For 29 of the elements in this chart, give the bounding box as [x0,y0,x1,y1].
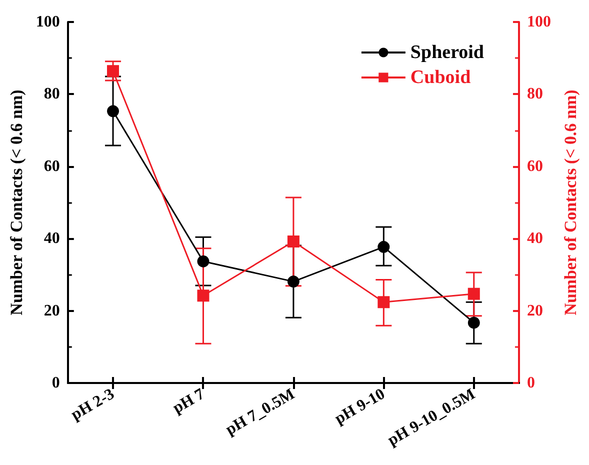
point [287,276,300,288]
y-tick-label: 100 [36,14,60,30]
y-tick-label: 0 [52,374,60,392]
y-tick-label: 40 [44,230,60,248]
point [287,235,300,248]
y-axis-title: Number of Contacts (< 0.6 nm) [7,90,26,316]
y-tick-label: 20 [44,302,60,320]
y2-tick-label: 0 [527,374,535,392]
point [378,296,390,308]
x-tick-label: pH 7 [170,386,208,418]
point [197,290,210,302]
y-tick-label: 60 [44,158,60,175]
point [468,316,480,329]
y2-tick-label: 100 [527,14,551,30]
x-tick-label: pH 2-3 [68,386,118,424]
legend-label: Cuboid [410,67,472,88]
y-tick-label: 80 [44,86,60,103]
point [197,255,210,268]
y2-tick-label: 20 [527,302,543,320]
point [378,240,390,253]
x-tick-label: pH 9-10 [332,386,388,428]
y2-tick-label: 40 [527,230,543,248]
point [468,288,480,300]
point [107,105,120,118]
y2-tick-label: 80 [527,86,543,103]
y2-tick-label: 60 [527,158,543,175]
point [107,65,120,78]
y2-axis-title: Number of Contacts (< 0.6 nm) [560,90,580,316]
legend-label: Spheroid [410,42,484,63]
